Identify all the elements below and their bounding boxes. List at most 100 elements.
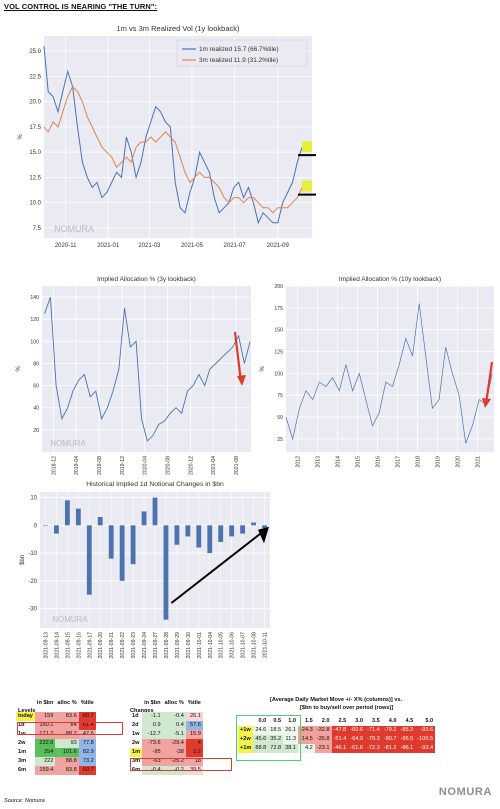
table-cell: -24.3	[298, 726, 315, 735]
x-tick-label: 2021-09-20	[98, 632, 104, 659]
table-row: 1m 254 101.6 82.9	[16, 748, 96, 757]
table-cell: -46.1	[331, 744, 349, 753]
x-tick-label: 2021-10-06	[230, 632, 236, 659]
x-tick-label: 2021-09-15	[65, 632, 71, 659]
table-cell: -38	[162, 748, 186, 757]
x-tick-label: 2019-08	[97, 456, 103, 475]
table-row: 2d 0.9 0.4 57.6	[130, 721, 203, 730]
chart-title: Implied Allocation % (10y lookback)	[339, 276, 441, 283]
y-tick-label: -20	[28, 579, 37, 585]
x-tick-label: 2021-09-30	[186, 632, 192, 659]
x-tick-label: 2020-11	[55, 243, 77, 249]
table-cell: 222	[34, 757, 56, 766]
chart-title: 1m vs 3m Realized Vol (1y lookback)	[117, 24, 240, 33]
x-tick-label: 2019	[435, 456, 441, 468]
x-tick-label: 2021-01	[97, 243, 120, 249]
x-tick-label: 2018-12	[51, 456, 57, 475]
table-row: 1m -95 -38 3.2	[130, 748, 203, 757]
y-tick-label: 12.5	[29, 175, 41, 181]
y-tick-label: 15.0	[29, 150, 41, 156]
bar	[97, 516, 103, 526]
x-tick-label: 2021-10-08	[252, 632, 258, 659]
column-header: 4.5	[405, 718, 414, 724]
column-header: 5.0	[425, 718, 434, 724]
bar	[262, 525, 267, 529]
implied-allocation-3y-chart: 20 40 60 80 100 120 140 2018-12 2019-04 2019-08 20…	[12, 272, 257, 482]
trend-arrow-shaft	[170, 530, 265, 604]
table-cell: 88.7	[55, 730, 79, 739]
table-cell: 60.7	[78, 712, 96, 721]
realized-vol-chart: 7.5 10.0 12.5 15.0 17.5 20.0 22.5 25.0 2020-11 20…	[14, 22, 334, 252]
y-axis-label: %	[18, 134, 24, 140]
series-line-0	[44, 296, 251, 442]
y-tick-label: 175	[274, 306, 283, 312]
bar	[75, 508, 81, 526]
table-cell: 47.6	[78, 730, 96, 739]
x-tick-label: 2021-10-04	[208, 632, 214, 659]
chart-title: Historical Implied 1d Notional Changes i…	[86, 481, 224, 488]
column-header: 0.0	[258, 718, 267, 724]
table-cell: 0.4	[162, 721, 186, 730]
column-header: 0.5	[273, 718, 282, 724]
table-row: 1w -12.7 -5.1 15.9	[130, 730, 203, 739]
table-cell: 72.8	[268, 744, 284, 753]
x-tick-label: 2016	[376, 456, 382, 468]
x-tick-label: 2021-10-11	[263, 632, 269, 658]
table-cell: -81.2	[381, 744, 399, 753]
table-cell: -79.3	[365, 735, 382, 744]
red-arrow-head	[237, 375, 246, 386]
y-tick-label: 100	[30, 339, 39, 345]
row-label: today	[16, 712, 35, 721]
x-tick-label: 2021-10-05	[219, 632, 225, 659]
bar	[174, 525, 180, 545]
plot-area	[286, 286, 494, 452]
legend-label: 1m realized 15.7 (66.7%tile)	[199, 46, 279, 53]
changes-title: Changes	[130, 708, 154, 714]
table-cell: -64.9	[348, 735, 366, 744]
table-cell: 159	[34, 712, 56, 721]
table-cell: 26.1	[283, 726, 299, 735]
x-tick-label: 2021-09-24	[142, 632, 148, 659]
highlight-marker-1	[302, 180, 312, 192]
matrix-title: [Average Daily Market Move +/- X% (colum…	[270, 697, 403, 703]
y-tick-label: 25	[277, 437, 283, 443]
chart-watermark: NOMURA	[50, 439, 86, 448]
table-cell: 101.6	[55, 748, 79, 757]
x-tick-label: 2015	[356, 456, 362, 468]
x-tick-label: 2017	[396, 456, 402, 468]
x-tick-label: 2014	[336, 456, 342, 468]
table-cell: 82.9	[78, 748, 96, 757]
y-tick-label: 200	[274, 284, 283, 290]
bar	[64, 500, 70, 526]
bar	[141, 511, 147, 526]
bar	[119, 525, 125, 581]
table-cell: -93.6	[415, 726, 436, 735]
table-cell: -90.7	[381, 735, 399, 744]
table-cell: -96.5	[398, 735, 416, 744]
bar	[86, 525, 92, 595]
table-row: 6m 159.4 83.8 60.7	[16, 766, 96, 775]
x-tick-label: 2021-04	[211, 456, 217, 475]
table-cell: -35.8	[314, 735, 332, 744]
table-cell: 18	[185, 757, 203, 766]
plot-area	[42, 286, 251, 452]
column-header: alloc %	[57, 700, 77, 706]
x-tick-label: 2020	[455, 456, 461, 468]
y-tick-label: 0	[34, 523, 38, 529]
column-header: 1.0	[288, 718, 297, 724]
table-row: +2w 45.6 35.2 11.3 -14.5 -35.8 -51.4 -64.9 -79.3…	[238, 735, 436, 744]
row-label: 6m	[132, 767, 141, 773]
row-label: 2w	[18, 740, 26, 746]
bar	[43, 525, 48, 526]
y-tick-label: 20	[33, 428, 39, 434]
table-row: +1m 88.8 72.8 38.1 4.2 -23.1 -46.1 -61.6 -72.3 -8…	[238, 744, 436, 753]
x-tick-label: 2021-10-07	[241, 632, 247, 659]
row-label: +1m	[238, 744, 254, 753]
row-label: 1d	[132, 713, 139, 719]
table-cell: 4	[185, 739, 203, 748]
table-cell: -51.4	[331, 735, 349, 744]
notional-changes-chart: -30 -20 -10 0 10 2021-09-13 2021-09-14 2021-09-…	[20, 474, 290, 692]
table-cell: 254	[34, 748, 56, 757]
series-line-0	[43, 46, 308, 225]
row-label: +1w	[238, 726, 254, 735]
